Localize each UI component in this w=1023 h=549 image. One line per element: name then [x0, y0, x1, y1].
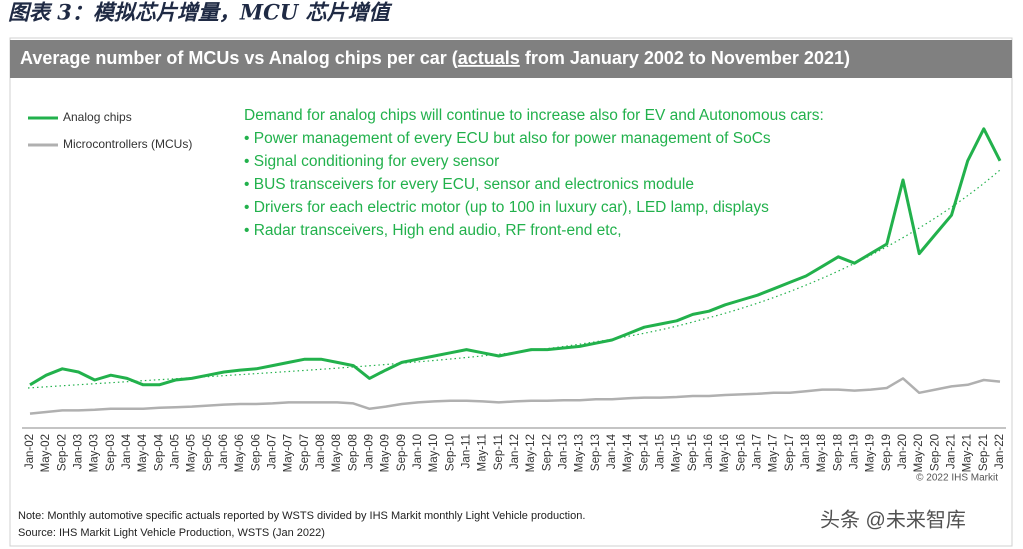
x-tick-label: May-04	[137, 433, 149, 472]
x-tick-label: May-12	[525, 434, 537, 472]
x-tick-label: Sep-16	[735, 434, 747, 471]
title-part: actuals	[458, 48, 520, 68]
x-tick-label: Sep-15	[687, 434, 699, 471]
x-tick-label: Sep-18	[832, 434, 844, 471]
x-tick-label: Sep-09	[396, 434, 408, 471]
legend-label: Microcontrollers (MCUs)	[63, 137, 192, 151]
x-tick-label: May-11	[477, 434, 489, 472]
x-tick-label: Jan-04	[121, 433, 133, 469]
x-tick-label: Jan-11	[461, 434, 473, 468]
x-tick-label: May-08	[331, 434, 343, 472]
x-tick-label: May-06	[234, 434, 246, 472]
x-tick-label: Sep-11	[493, 434, 505, 470]
annotation: • Radar transceivers, High end audio, RF…	[244, 222, 622, 239]
x-tick-label: Sep-12	[541, 434, 553, 471]
x-tick-label: Jan-10	[412, 434, 424, 469]
x-tick-label: Jan-21	[946, 434, 958, 469]
x-tick-label: Sep-07	[299, 434, 311, 471]
x-tick-label: Sep-02	[56, 434, 68, 471]
x-tick-label: May-14	[622, 433, 634, 472]
x-tick-label: Jan-20	[897, 434, 909, 469]
copyright: © 2022 IHS Markit	[916, 473, 998, 484]
panel	[9, 37, 1013, 547]
x-tick-label: May-05	[186, 434, 198, 472]
x-tick-label: Jan-08	[315, 434, 327, 469]
annotation: • Power management of every ECU but also…	[244, 130, 771, 147]
trend-line	[27, 169, 1001, 389]
x-tick-label: Jan-19	[849, 434, 861, 469]
x-tick-label: Sep-10	[444, 434, 456, 471]
x-tick-label: May-21	[962, 434, 974, 472]
annotation: Demand for analog chips will continue to…	[244, 107, 824, 124]
x-tick-label: Sep-19	[881, 434, 893, 471]
x-tick-label: Jan-12	[509, 434, 521, 469]
x-tick-label: Jan-03	[73, 434, 85, 469]
x-tick-label: Jan-09	[364, 434, 376, 469]
title-part: Average number of MCUs vs Analog chips p…	[20, 48, 458, 68]
note: Note: Monthly automotive specific actual…	[18, 510, 585, 522]
x-tick-label: Jan-13	[558, 434, 570, 469]
chart-title: Average number of MCUs vs Analog chips p…	[20, 48, 850, 68]
x-tick-label: Sep-14	[638, 433, 650, 471]
x-tick-label: Sep-03	[105, 434, 117, 471]
source: Source: IHS Markit Light Vehicle Product…	[18, 527, 325, 539]
x-tick-label: Jan-16	[703, 434, 715, 469]
x-tick-label: May-07	[283, 434, 295, 472]
x-tick-label: May-09	[380, 434, 392, 472]
x-tick-label: May-17	[768, 434, 780, 472]
x-tick-label: May-13	[574, 434, 586, 472]
x-tick-label: Sep-17	[784, 434, 796, 471]
x-tick-label: May-15	[671, 434, 683, 472]
annotation: • Signal conditioning for every sensor	[244, 153, 499, 170]
series-line	[29, 377, 1001, 415]
x-tick-label: May-02	[40, 434, 52, 472]
x-tick-label: May-20	[913, 434, 925, 472]
annotation: • Drivers for each electric motor (up to…	[244, 199, 769, 216]
annotation: • BUS transceivers for every ECU, sensor…	[244, 176, 694, 193]
legend-label: Analog chips	[63, 110, 132, 124]
x-tick-label: Sep-08	[347, 434, 359, 471]
x-tick-label: Sep-21	[978, 434, 990, 471]
x-tick-label: May-10	[428, 434, 440, 472]
x-tick-label: May-18	[816, 434, 828, 472]
x-tick-label: Sep-05	[202, 434, 214, 471]
x-tick-label: Jan-14	[606, 433, 618, 469]
caption: 图表 3：模拟芯片增量，MCU 芯片增值	[8, 0, 393, 25]
x-tick-label: Sep-13	[590, 434, 602, 471]
x-tick-label: May-16	[719, 434, 731, 472]
x-tick-label: May-19	[865, 434, 877, 472]
x-tick-label: Sep-04	[153, 433, 165, 471]
x-tick-label: Jan-06	[218, 434, 230, 469]
x-tick-label: Sep-06	[250, 434, 262, 471]
x-tick-label: May-03	[89, 434, 101, 472]
x-tick-label: Jan-22	[994, 434, 1006, 469]
x-tick-label: Jan-02	[24, 434, 36, 469]
x-tick-label: Jan-15	[655, 434, 667, 469]
x-tick-label: Jan-05	[170, 434, 182, 469]
x-tick-label: Jan-07	[267, 434, 279, 469]
watermark: 头条 @未来智库	[820, 508, 966, 531]
header-bar	[10, 40, 1012, 78]
title-part: from January 2002 to November 2021)	[520, 48, 850, 68]
x-tick-label: Jan-17	[752, 434, 764, 469]
series-line	[29, 127, 1002, 387]
x-tick-label: Jan-18	[800, 434, 812, 469]
x-tick-label: Sep-20	[929, 434, 941, 471]
